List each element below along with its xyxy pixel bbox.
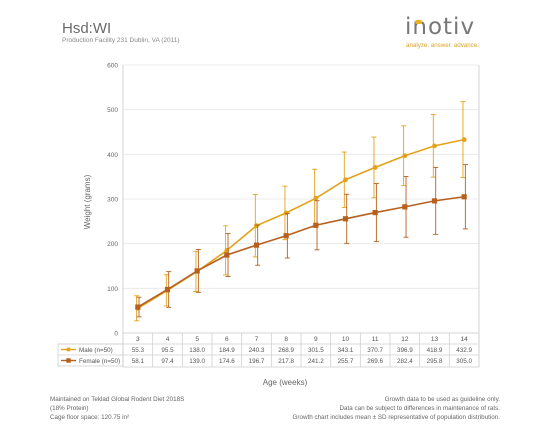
x-tick-label: 8: [284, 336, 288, 343]
data-point: [342, 216, 349, 222]
data-label: 418.9: [427, 347, 443, 354]
data-label: 432.9: [456, 347, 472, 354]
data-point: [372, 209, 378, 216]
logo-tagline: analyze. answer. advance.: [406, 42, 479, 49]
data-label: 282.4: [397, 358, 413, 365]
data-label: 58.1: [132, 358, 145, 365]
data-label: 343.1: [338, 347, 354, 354]
series-line: [137, 138, 465, 309]
data-point: [372, 165, 378, 170]
data-label: 95.5: [161, 347, 174, 354]
footer-right-line: Growth data to be used as guideline only…: [384, 396, 500, 403]
x-tick-label: 13: [431, 336, 439, 343]
data-label: 240.3: [249, 347, 265, 354]
y-tick-label: 500: [107, 107, 118, 114]
footer-left-line: (18% Protein): [50, 405, 89, 412]
footer-left-line: Maintained on Teklad Global Rodent Diet …: [50, 396, 185, 403]
data-label: 269.6: [367, 358, 383, 365]
series-layer: [134, 101, 468, 322]
legend-swatch-marker: [66, 358, 71, 363]
data-point: [194, 268, 200, 274]
data-point: [224, 252, 230, 258]
y-tick-label: 600: [107, 63, 118, 70]
data-point: [432, 143, 437, 149]
footer-right-notes: Growth data to be used as guideline only…: [292, 395, 500, 422]
data-label: 301.5: [308, 347, 324, 354]
y-tick-label: 100: [107, 286, 118, 293]
x-tick-label: 11: [372, 336, 379, 343]
page-title: Hsd:WI: [62, 20, 112, 37]
x-tick-label: 5: [195, 336, 199, 343]
legend-label: Male (n=50): [79, 347, 113, 354]
logo-dot-icon: [415, 20, 422, 24]
data-label: 370.7: [367, 347, 383, 354]
footer-left-line: Cage floor space: 120.75 in²: [50, 414, 130, 421]
y-tick-label: 300: [107, 197, 118, 204]
footer-right-line: Data can be subject to differences in ma…: [339, 405, 500, 412]
data-label: 139.0: [189, 358, 205, 365]
footer-left-notes: Maintained on Teklad Global Rodent Diet …: [50, 395, 184, 422]
x-tick-label: 12: [401, 336, 409, 343]
data-point: [164, 286, 171, 293]
data-point: [254, 223, 259, 229]
data-label: 55.3: [132, 347, 145, 354]
data-label: 174.6: [219, 358, 235, 365]
legend-swatch-marker: [66, 347, 71, 352]
axis-layer: 0 100 200 300 400 500 600: [107, 63, 480, 338]
x-axis-label: Age (weeks): [263, 378, 308, 387]
y-tick-label: 400: [107, 152, 118, 159]
series-line: [137, 195, 465, 308]
data-point: [402, 153, 408, 159]
x-tick-label: 10: [342, 336, 350, 343]
data-label: 217.8: [278, 358, 294, 365]
data-point: [313, 222, 319, 228]
x-tick-label: 9: [314, 336, 318, 343]
data-label: 305.0: [456, 358, 472, 365]
y-tick-label: 200: [107, 241, 118, 248]
page-subtitle: Production Facility 231 Dublin, VA (2011…: [62, 37, 180, 44]
brand-logo: inotiv analyze. answer. advance.: [405, 14, 495, 49]
y-tick-label: 0: [114, 331, 118, 338]
footer-right-line: Growth chart includes mean ± SD represen…: [292, 414, 500, 421]
data-point: [431, 198, 438, 204]
x-tick-label: 6: [225, 336, 229, 343]
data-label: 97.4: [161, 358, 174, 365]
grid-layer: [123, 64, 479, 334]
data-point: [461, 194, 467, 200]
y-axis-label: Weight (grams): [83, 174, 92, 229]
data-point: [224, 248, 230, 253]
data-point: [253, 242, 260, 248]
data-label: 196.7: [249, 358, 265, 365]
data-label: 295.8: [427, 358, 443, 365]
data-point: [283, 233, 289, 239]
data-point: [283, 210, 289, 216]
x-tick-label: 4: [166, 336, 170, 343]
x-tick-label: 14: [461, 336, 469, 343]
data-label: 241.2: [308, 358, 324, 365]
data-label: 255.7: [338, 358, 354, 365]
legend-label: Female (n=50): [79, 358, 120, 365]
data-point: [313, 195, 319, 201]
logo-wordmark: inotiv: [405, 14, 476, 40]
data-point: [461, 137, 467, 143]
data-table: 3 4 5 6 7 8 9 10 11 12 13 14 Male (n=50) 55.3 95.5 138.…: [57, 332, 480, 368]
x-tick-label: 3: [136, 336, 140, 343]
data-label: 268.9: [278, 347, 294, 354]
data-label: 138.0: [189, 347, 205, 354]
data-point: [135, 304, 141, 310]
data-label: 184.9: [219, 347, 235, 354]
data-point: [402, 204, 408, 210]
x-tick-label: 7: [255, 336, 259, 343]
data-label: 396.9: [397, 347, 413, 354]
data-point: [343, 177, 348, 183]
